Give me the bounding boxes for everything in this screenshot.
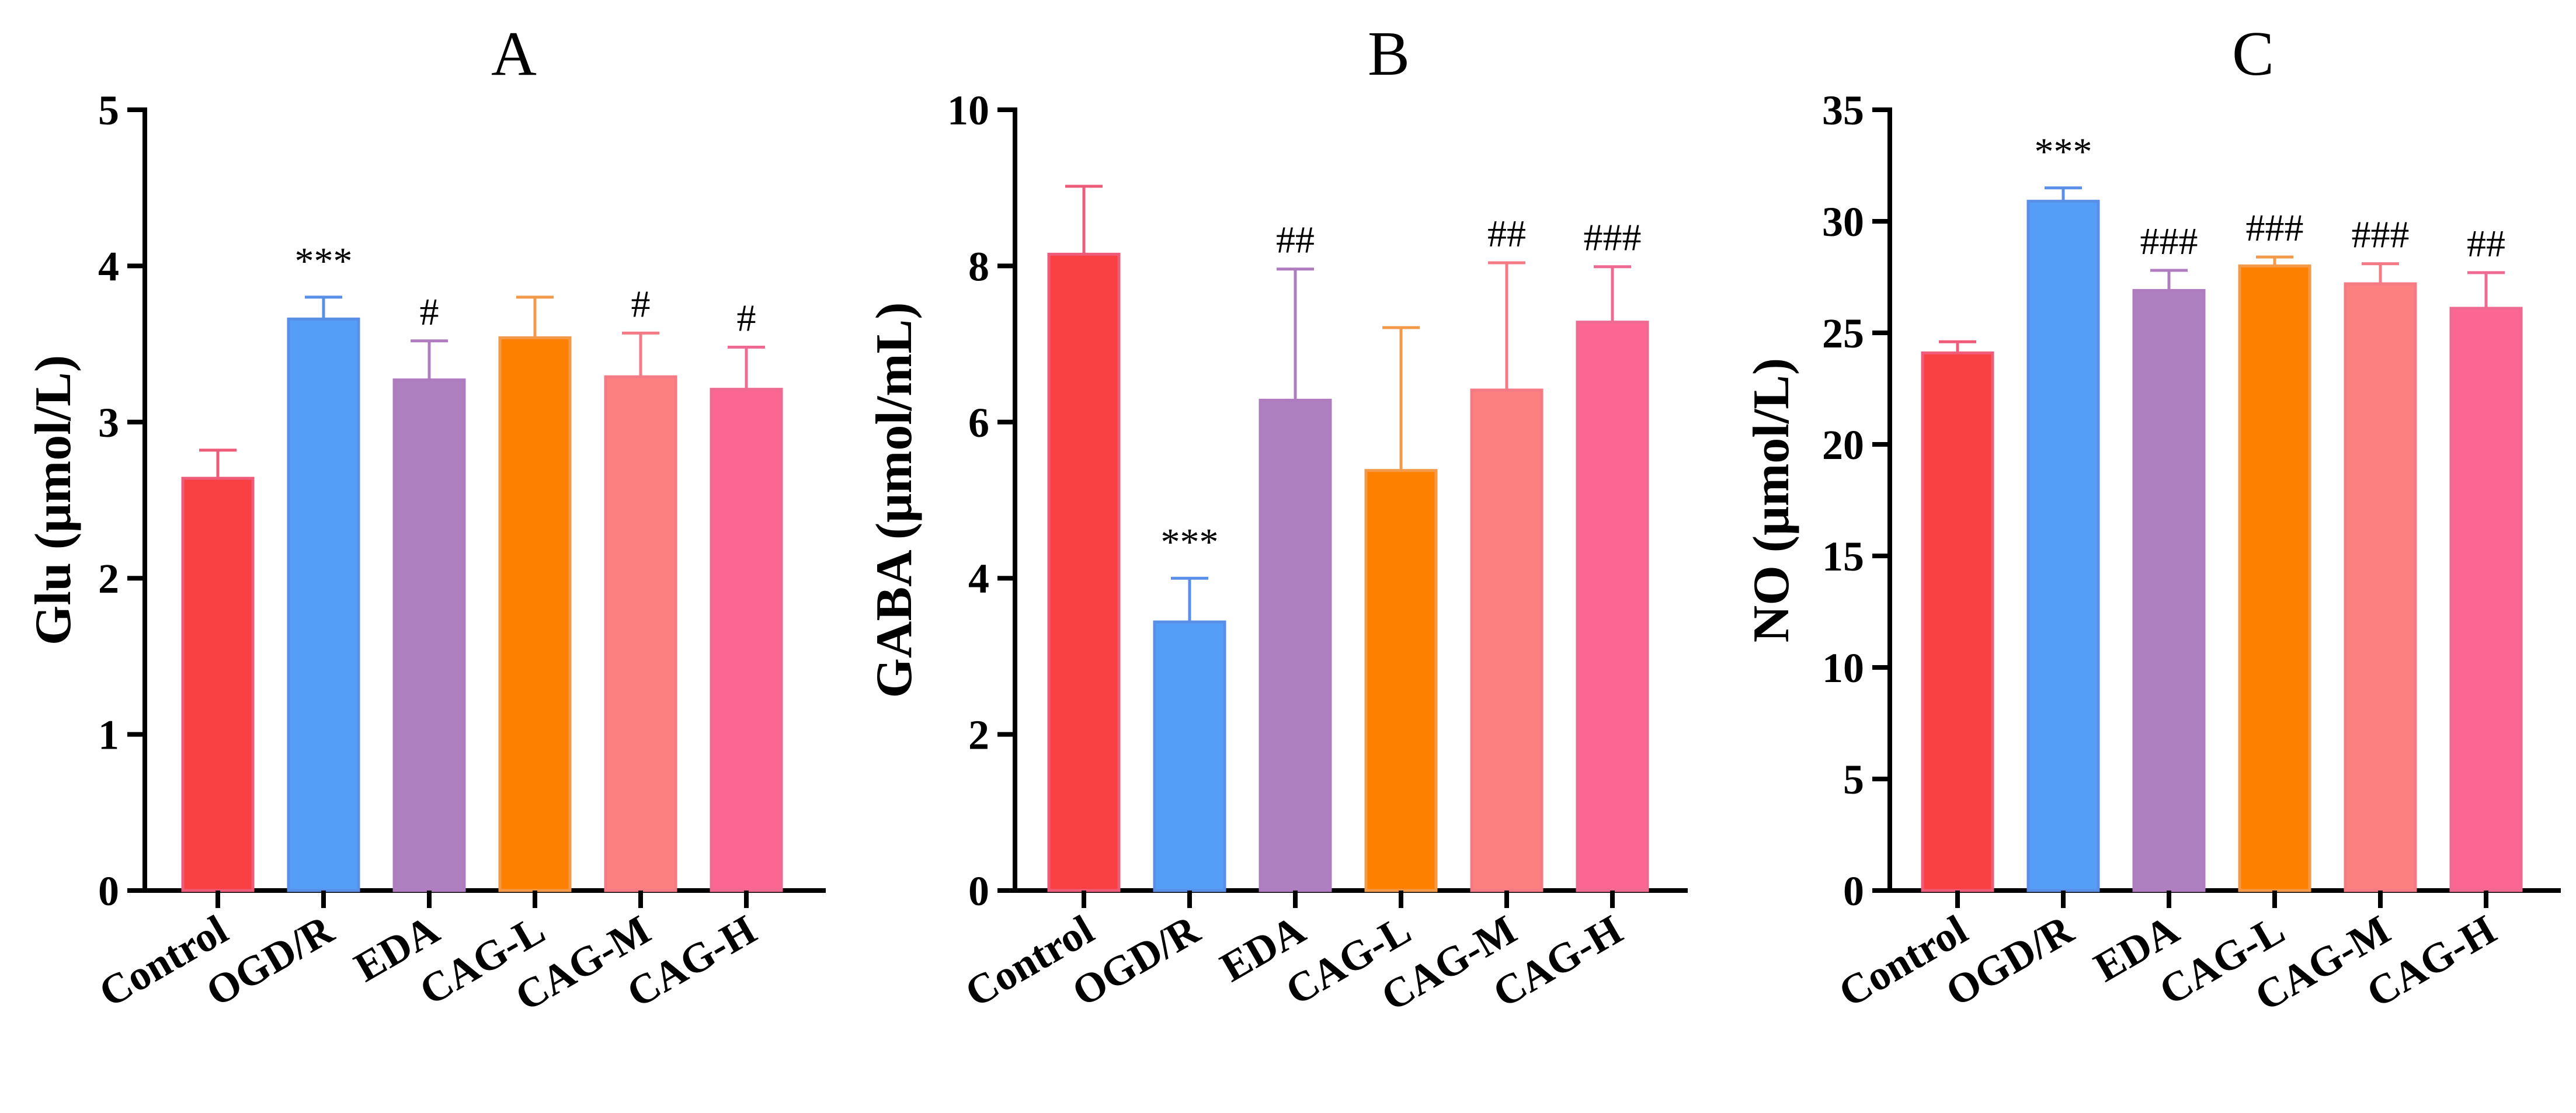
bar-eda: [2132, 288, 2206, 892]
significance-marker: ##: [1487, 213, 1526, 255]
y-tick-label: 1: [98, 712, 119, 759]
y-tick-label: 8: [968, 243, 989, 290]
y-axis-label: GABA (μmol/mL): [866, 302, 923, 698]
y-axis-label: NO (μmol/L): [1743, 358, 1800, 642]
significance-marker: #: [737, 297, 756, 339]
significance-marker: #: [631, 283, 651, 325]
significance-marker: ###: [2352, 214, 2410, 256]
bar-cag-l: [498, 336, 572, 892]
y-tick-label: 10: [947, 87, 989, 134]
y-tick-label: 0: [98, 868, 119, 914]
bar-control: [181, 476, 255, 892]
bar-cag-l: [1364, 469, 1438, 892]
bar-cag-m: [604, 375, 677, 892]
y-tick-label: 0: [968, 868, 989, 914]
y-tick-label: 3: [98, 399, 119, 446]
chart-panel-c: CNO (μmol/L)05101520253035ControlOGD/R**…: [1743, 19, 2561, 1020]
bar-control: [1047, 252, 1121, 892]
panel-title: A: [491, 19, 537, 89]
y-tick-label: 4: [98, 243, 119, 290]
panel-title: B: [1368, 19, 1410, 89]
y-tick-label: 6: [968, 399, 989, 446]
bar-eda: [392, 378, 466, 892]
bar-eda: [1259, 398, 1332, 892]
y-tick-label: 2: [98, 555, 119, 602]
y-tick-label: 30: [1822, 199, 1864, 245]
y-tick-label: 4: [968, 555, 989, 602]
significance-marker: ###: [2140, 220, 2198, 263]
y-tick-label: 5: [98, 87, 119, 134]
significance-marker: ###: [1584, 217, 1642, 259]
y-tick-label: 25: [1822, 310, 1864, 357]
bar-cag-m: [1470, 388, 1543, 892]
y-tick-label: 15: [1822, 533, 1864, 580]
y-tick-label: 2: [968, 712, 989, 759]
y-axis-label: Glu (μmol/L): [25, 355, 82, 645]
bar-cag-h: [710, 388, 783, 892]
bar-cag-l: [2238, 264, 2311, 892]
y-tick-label: 5: [1843, 756, 1864, 803]
y-tick-label: 35: [1822, 87, 1864, 134]
significance-marker: ***: [2035, 131, 2092, 173]
y-tick-label: 20: [1822, 422, 1864, 468]
bar-cag-m: [2344, 282, 2417, 892]
bar-ogd-r: [1153, 620, 1226, 892]
y-tick-label: 10: [1822, 645, 1864, 691]
bar-cag-h: [1576, 321, 1649, 892]
bar-cag-h: [2449, 307, 2523, 892]
significance-marker: ***: [295, 240, 353, 283]
significance-marker: #: [420, 291, 439, 333]
panel-title: C: [2232, 19, 2274, 89]
significance-marker: ###: [2246, 207, 2304, 249]
significance-marker: ##: [1276, 219, 1315, 262]
y-tick-label: 0: [1843, 868, 1864, 914]
bar-ogd-r: [2026, 200, 2100, 892]
significance-marker: ##: [2467, 222, 2505, 265]
significance-marker: ***: [1161, 521, 1219, 564]
bar-ogd-r: [287, 317, 360, 892]
bar-control: [1921, 351, 1994, 892]
